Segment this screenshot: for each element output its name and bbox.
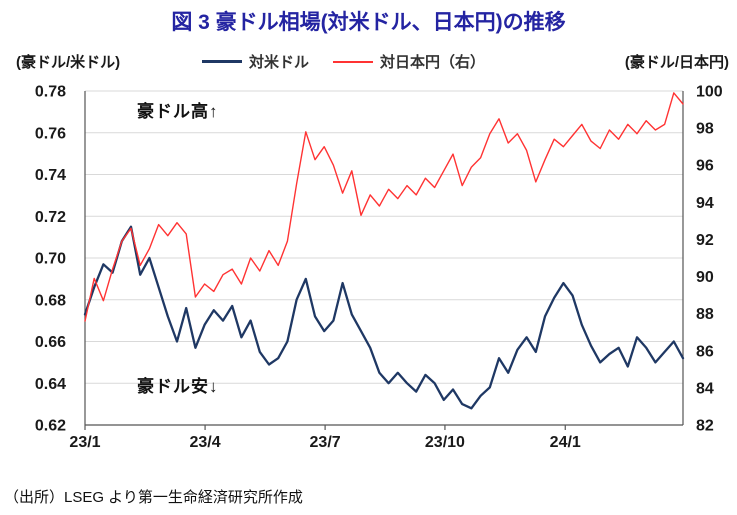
- left-axis-unit-label: (豪ドル/米ドル): [16, 54, 121, 71]
- right-axis-tick-label: 88: [696, 306, 714, 323]
- source-note: （出所）LSEG より第一生命経済研究所作成: [4, 489, 303, 506]
- legend-item-usd: 対米ドル: [202, 51, 309, 72]
- left-axis-tick-label: 0.78: [35, 84, 66, 101]
- right-axis-tick-label: 94: [696, 195, 714, 212]
- legend-label-jpy: 対日本円（右）: [380, 54, 486, 71]
- annotation-aud-high: 豪ドル高↑: [137, 102, 219, 121]
- right-axis-tick-label: 84: [696, 380, 714, 397]
- right-axis-tick-label: 100: [696, 84, 723, 101]
- legend-line-usd-swatch: [202, 60, 242, 63]
- left-axis-tick-label: 0.72: [35, 209, 66, 226]
- right-axis-unit-label: (豪ドル/日本円): [624, 54, 729, 71]
- legend-item-jpy: 対日本円（右）: [333, 51, 485, 72]
- chart-canvas: 0.78 0.76 0.74 0.72 0.70 0.68 0.66 0.64 0.62 100 9…: [35, 84, 723, 452]
- right-axis-tick-label: 92: [696, 232, 714, 249]
- left-axis-tick-label: 0.74: [35, 167, 66, 184]
- left-axis-tick-label: 0.70: [35, 251, 66, 268]
- right-axis-tick-label: 86: [696, 343, 714, 360]
- x-axis-tick-label: 23/4: [190, 434, 221, 451]
- x-axis-tick-label: 23/7: [310, 434, 341, 451]
- left-axis-tick-label: 0.62: [35, 418, 66, 435]
- x-axis-tick-label: 23/10: [425, 434, 465, 451]
- chart-title: 図 3 豪ドル相場(対米ドル、日本円)の推移: [171, 11, 566, 34]
- x-axis-tick-label: 24/1: [550, 434, 581, 451]
- legend-label-usd: 対米ドル: [249, 54, 310, 71]
- right-axis-tick-label: 98: [696, 121, 714, 138]
- series-line-jpy: [84, 92, 684, 322]
- left-axis-tick-label: 0.68: [35, 292, 66, 309]
- left-axis-tick-label: 0.76: [35, 125, 66, 142]
- legend-line-jpy-swatch: [333, 60, 374, 63]
- legend: 対米ドル 対日本円（右）: [202, 51, 485, 72]
- right-axis-tick-label: 82: [696, 418, 714, 435]
- right-axis-tick-label: 90: [696, 269, 714, 286]
- annotation-aud-low: 豪ドル安↓: [137, 377, 219, 396]
- left-axis-tick-label: 0.64: [35, 376, 66, 393]
- left-axis-tick-label: 0.66: [35, 334, 66, 351]
- x-axis-tick-label: 23/1: [69, 434, 100, 451]
- series-line-usd: [83, 225, 685, 410]
- right-axis-tick-label: 96: [696, 158, 714, 175]
